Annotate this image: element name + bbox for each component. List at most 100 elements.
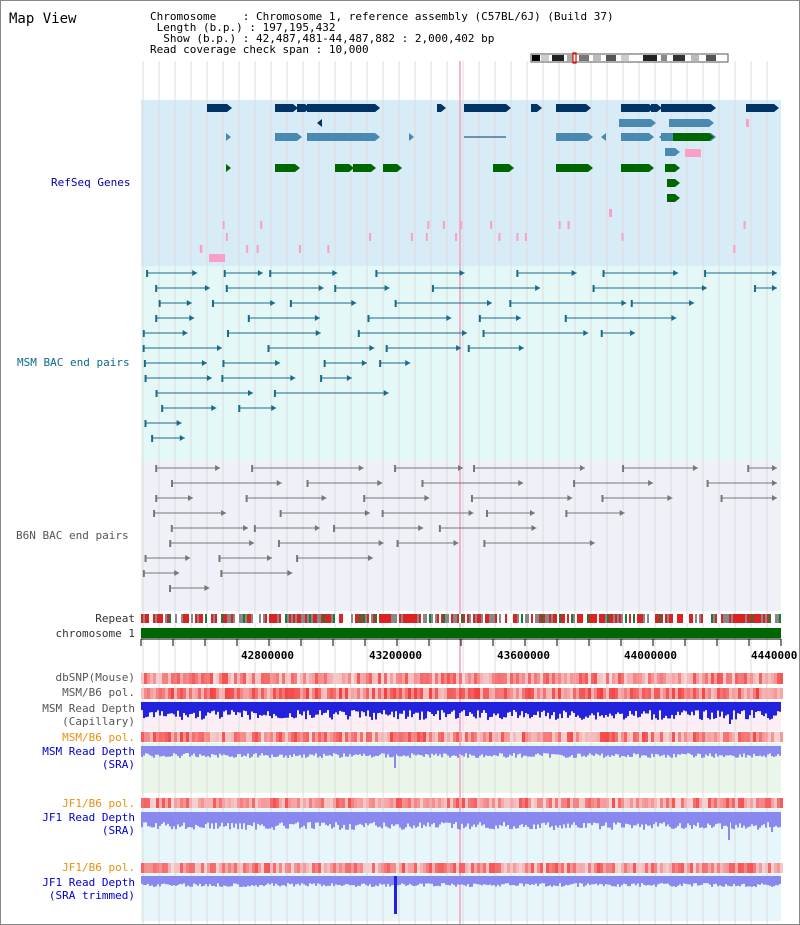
heat-cell	[648, 732, 651, 742]
depth-bar	[299, 702, 301, 715]
repeat-mark	[533, 614, 535, 623]
depth-bar	[351, 702, 353, 711]
heat-cell	[303, 798, 306, 808]
depth-bar	[715, 812, 717, 825]
depth-bar	[551, 746, 553, 755]
heat-cell	[705, 688, 708, 699]
heat-cell	[192, 673, 195, 684]
heat-cell	[549, 673, 552, 684]
depth-bar	[281, 746, 283, 755]
gene-block	[556, 133, 588, 141]
heat-cell	[732, 863, 735, 873]
heat-cell	[699, 732, 702, 742]
heat-cell	[756, 863, 759, 873]
repeat-mark	[257, 614, 259, 623]
depth-bar	[495, 876, 497, 887]
depth-bar	[295, 876, 297, 885]
depth-bar	[669, 812, 671, 827]
depth-bar	[383, 746, 385, 754]
depth-bar	[643, 812, 645, 830]
depth-bar	[331, 876, 333, 884]
depth-bar	[505, 876, 507, 884]
depth-bar	[423, 702, 425, 720]
heat-cell	[531, 673, 534, 684]
heat-cell	[540, 673, 543, 684]
repeat-mark	[205, 614, 207, 623]
repeat-mark	[423, 614, 425, 623]
depth-bar	[727, 746, 729, 756]
heat-cell	[498, 673, 501, 684]
heat-cell	[258, 688, 261, 699]
depth-bar	[273, 812, 275, 830]
depth-bar	[329, 812, 331, 825]
depth-bar	[279, 876, 281, 887]
heat-cell	[540, 798, 543, 808]
heat-cell	[693, 798, 696, 808]
gene-arrow	[297, 133, 302, 141]
depth-bar	[663, 702, 665, 719]
depth-bar	[695, 746, 697, 757]
depth-bar	[227, 812, 229, 824]
depth-bar	[609, 746, 611, 757]
bac-end	[518, 480, 524, 486]
depth-bar	[223, 746, 225, 755]
repeat-mark	[429, 614, 431, 623]
heat-cell	[222, 798, 225, 808]
depth-bar	[659, 746, 661, 757]
depth-bar	[771, 876, 773, 887]
depth-bar	[649, 876, 651, 886]
depth-bar	[211, 812, 213, 824]
heat-cell	[486, 863, 489, 873]
depth-bar	[675, 812, 677, 828]
depth-bar	[297, 702, 299, 711]
depth-bar	[701, 746, 703, 758]
repeat-mark	[279, 614, 281, 623]
heat-cell	[312, 688, 315, 699]
heat-cell	[534, 688, 537, 699]
repeat-mark	[609, 614, 611, 623]
bac-end	[158, 300, 161, 307]
depth-bar	[169, 702, 171, 714]
repeat-mark	[701, 614, 703, 623]
bac-end	[438, 525, 441, 532]
depth-bar	[553, 876, 555, 886]
depth-bar	[157, 702, 159, 711]
depth-bar	[721, 812, 723, 829]
depth-bar	[425, 812, 427, 827]
heat-cell	[729, 732, 732, 742]
depth-bar	[425, 876, 427, 884]
repeat-mark	[401, 614, 403, 623]
heat-cell	[441, 673, 444, 684]
depth-bar	[475, 746, 477, 758]
depth-bar	[743, 702, 745, 711]
depth-bar	[601, 746, 603, 754]
heat-cell	[423, 673, 426, 684]
bac-end	[248, 390, 254, 396]
heat-cell	[174, 863, 177, 873]
heat-cell	[534, 732, 537, 742]
heat-cell	[285, 732, 288, 742]
bac-end	[535, 285, 541, 291]
depth-bar	[561, 702, 563, 719]
repeat-mark	[581, 614, 583, 623]
depth-bar	[289, 702, 291, 714]
depth-bar	[449, 812, 451, 823]
heat-cell	[147, 688, 150, 699]
depth-bar	[683, 702, 685, 711]
depth-bar	[497, 746, 499, 757]
depth-bar	[141, 746, 143, 758]
heat-cell	[144, 863, 147, 873]
heat-cell	[492, 798, 495, 808]
heat-cell	[762, 863, 765, 873]
heat-cell	[705, 798, 708, 808]
heat-cell	[441, 798, 444, 808]
repeat-mark	[487, 614, 489, 623]
heat-cell	[396, 863, 399, 873]
heat-cell	[477, 688, 480, 699]
heat-cell	[777, 673, 780, 684]
heat-cell	[141, 798, 144, 808]
depth-bar	[219, 876, 221, 887]
repeat-mark	[571, 614, 573, 623]
depth-bar	[505, 702, 507, 718]
